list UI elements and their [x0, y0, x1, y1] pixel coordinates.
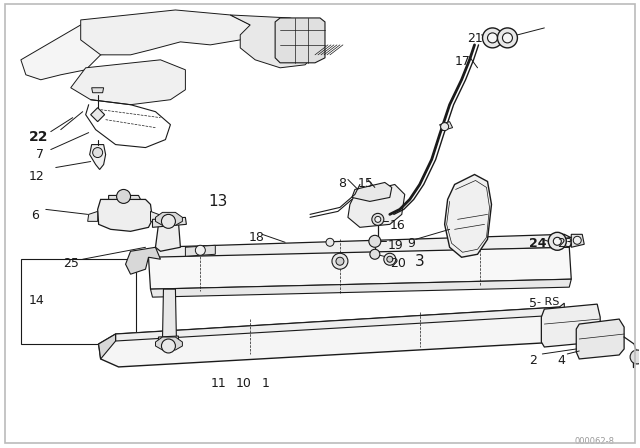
Polygon shape [88, 211, 98, 221]
Circle shape [116, 190, 131, 203]
Circle shape [375, 216, 381, 222]
Polygon shape [150, 279, 572, 297]
Polygon shape [150, 211, 159, 221]
Text: 8: 8 [338, 177, 346, 190]
Polygon shape [440, 122, 452, 131]
Polygon shape [152, 217, 186, 227]
Circle shape [502, 33, 513, 43]
Circle shape [195, 246, 205, 255]
Text: 19: 19 [388, 239, 404, 252]
Circle shape [369, 235, 381, 247]
Circle shape [548, 233, 566, 250]
Text: 15: 15 [358, 177, 374, 190]
Polygon shape [125, 247, 161, 274]
Text: 16: 16 [390, 220, 406, 233]
Text: 24: 24 [529, 237, 547, 250]
Circle shape [441, 123, 449, 131]
Text: - RS: - RS [538, 297, 560, 307]
Circle shape [161, 215, 175, 228]
Polygon shape [159, 336, 179, 344]
Text: 1: 1 [262, 377, 270, 390]
Circle shape [326, 238, 334, 246]
Polygon shape [156, 221, 180, 251]
Text: 18: 18 [248, 231, 264, 244]
Text: 10: 10 [236, 377, 251, 390]
Circle shape [483, 28, 502, 48]
Polygon shape [99, 307, 584, 367]
Circle shape [161, 339, 175, 353]
Text: 20: 20 [390, 257, 406, 270]
Bar [21, 259, 136, 344]
Text: 2: 2 [529, 354, 537, 367]
Polygon shape [81, 10, 250, 55]
Circle shape [554, 237, 561, 246]
Text: 14: 14 [29, 294, 45, 307]
Text: 21: 21 [468, 32, 483, 45]
Polygon shape [445, 174, 492, 257]
Polygon shape [92, 88, 104, 93]
Polygon shape [156, 337, 182, 350]
Circle shape [332, 253, 348, 269]
Polygon shape [156, 212, 182, 225]
Polygon shape [541, 304, 600, 347]
Text: 7: 7 [36, 147, 44, 160]
Text: 13: 13 [209, 194, 228, 209]
Polygon shape [163, 289, 177, 341]
Polygon shape [572, 234, 584, 247]
Text: 3: 3 [415, 254, 424, 269]
Polygon shape [148, 247, 572, 289]
Polygon shape [230, 15, 315, 68]
Text: 22: 22 [29, 129, 49, 144]
Text: 5: 5 [529, 297, 538, 310]
Polygon shape [21, 20, 145, 80]
Circle shape [630, 350, 640, 364]
Text: 12: 12 [29, 169, 45, 182]
Polygon shape [148, 234, 574, 259]
Text: 9: 9 [408, 237, 415, 250]
Circle shape [488, 33, 497, 43]
Text: 23: 23 [557, 237, 573, 250]
Circle shape [93, 147, 102, 158]
Circle shape [372, 213, 384, 225]
Polygon shape [99, 334, 116, 359]
Polygon shape [275, 18, 325, 63]
Text: 6: 6 [31, 209, 38, 222]
Polygon shape [186, 246, 215, 256]
Polygon shape [90, 145, 106, 169]
Text: 25: 25 [63, 257, 79, 270]
Polygon shape [98, 199, 152, 231]
Circle shape [370, 249, 380, 259]
Polygon shape [91, 108, 104, 122]
Polygon shape [109, 195, 141, 199]
Text: 000062-8: 000062-8 [574, 437, 614, 446]
Text: 11: 11 [211, 377, 226, 390]
Polygon shape [352, 182, 392, 202]
Circle shape [573, 236, 581, 244]
Polygon shape [576, 319, 624, 359]
Text: 4: 4 [557, 354, 565, 367]
Circle shape [384, 253, 396, 265]
Text: 17: 17 [454, 55, 470, 68]
Circle shape [387, 256, 393, 262]
Circle shape [497, 28, 517, 48]
Polygon shape [116, 303, 564, 341]
Polygon shape [348, 185, 404, 227]
Polygon shape [71, 60, 186, 105]
Circle shape [336, 257, 344, 265]
